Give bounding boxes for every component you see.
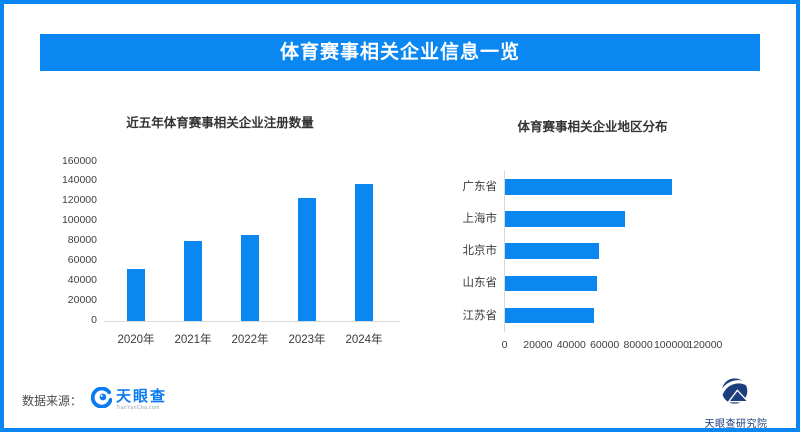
x-axis-tick-label: 100000 (653, 339, 690, 351)
y-axis-tick-label: 80000 (67, 234, 97, 246)
page-title: 体育赛事相关企业信息一览 (40, 34, 760, 71)
bar-上海市 (505, 211, 625, 227)
x-axis-tick-label: 40000 (556, 339, 586, 351)
x-axis-category-label: 2020年 (117, 334, 155, 346)
x-axis-tick-label: 0 (501, 339, 508, 351)
bar-北京市 (505, 243, 599, 259)
x-axis-category-label: 2024年 (345, 334, 383, 346)
x-axis-tick-label: 60000 (590, 339, 620, 351)
y-axis-tick-label: 100000 (61, 214, 97, 227)
x-axis-tick-label: 120000 (687, 339, 723, 351)
x-axis-category-label: 2023年 (288, 334, 326, 346)
data-source-label: 数据来源： (22, 393, 83, 408)
y-axis-tick-label: 20000 (67, 293, 97, 306)
y-axis-tick-label: 160000 (61, 154, 97, 167)
y-axis-tick-label: 120000 (61, 194, 97, 207)
bar-2021年 (184, 241, 202, 321)
y-axis-tick-label: 40000 (67, 273, 97, 286)
left-chart-title: 近五年体育赛事相关企业注册数量 (126, 116, 314, 130)
tianyancha-logo-subtext: TianYanCha.com (116, 405, 160, 411)
y-axis-category-label: 北京市 (462, 245, 498, 258)
y-axis-tick-label: 60000 (67, 253, 97, 266)
institute-label: 天眼查研究院 (704, 419, 768, 430)
institute-logo-icon (719, 377, 752, 414)
data-source-footer: 数据来源： 天眼查 TianYanCha.com (22, 386, 167, 414)
y-axis-category-label: 广东省 (462, 180, 498, 193)
y-axis-category-label: 山东省 (462, 277, 498, 290)
bar-2020年 (127, 269, 145, 321)
institute-footer: 天眼查研究院 (693, 377, 779, 430)
bar-2023年 (298, 198, 316, 321)
x-axis-tick-label: 80000 (623, 339, 653, 351)
y-axis-tick-label: 140000 (61, 174, 97, 187)
tianyancha-logo-icon (90, 386, 113, 413)
x-axis-category-label: 2022年 (231, 334, 269, 346)
right-chart-title: 体育赛事相关企业地区分布 (517, 120, 668, 134)
bar-广东省 (505, 179, 672, 195)
y-axis-category-label: 江苏省 (462, 309, 498, 322)
bar-山东省 (505, 275, 597, 292)
tianyancha-logo-name: 天眼查 (116, 388, 168, 405)
y-axis-line (504, 170, 505, 332)
bar-2024年 (355, 184, 373, 321)
x-axis-tick-label: 20000 (523, 339, 553, 351)
x-axis-line (104, 321, 400, 322)
tianyancha-logo-text: 天眼查 TianYanCha.com (116, 389, 167, 411)
y-axis-tick-label: 0 (91, 313, 97, 326)
bar-江苏省 (505, 307, 594, 324)
y-axis-category-label: 上海市 (462, 212, 498, 225)
x-axis-category-label: 2021年 (174, 334, 212, 346)
bar-2022年 (241, 235, 259, 321)
